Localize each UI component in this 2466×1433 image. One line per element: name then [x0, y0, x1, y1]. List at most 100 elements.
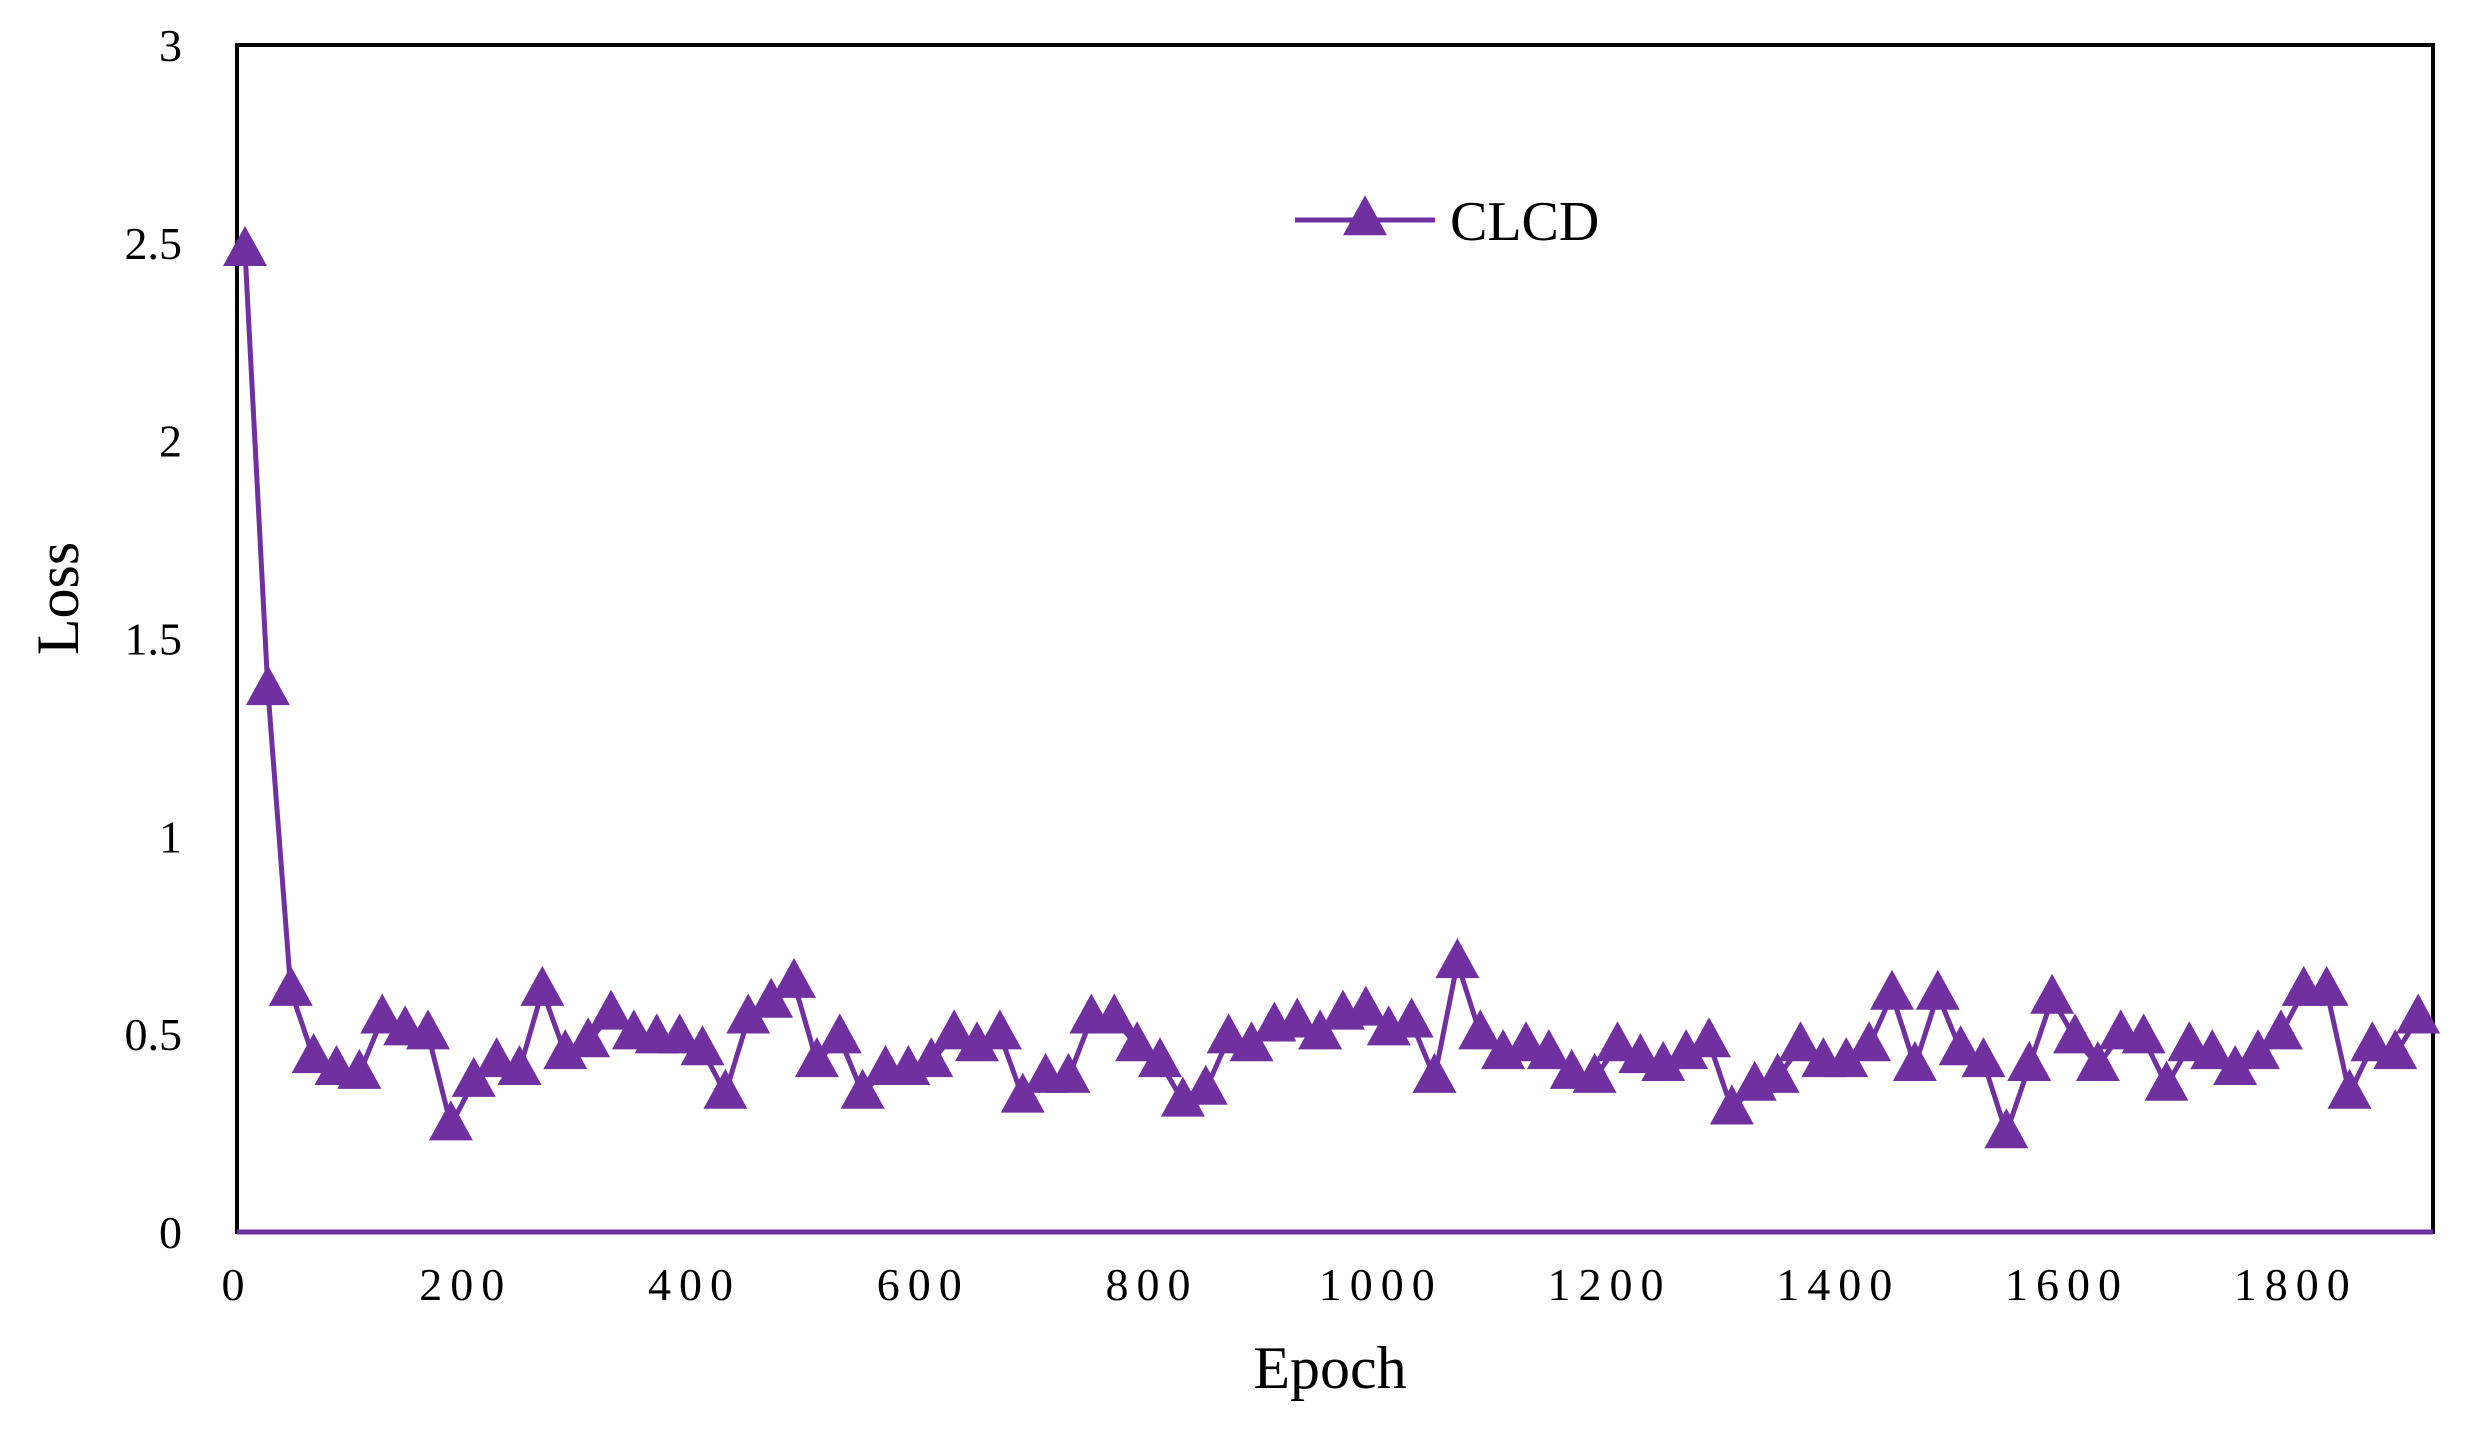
data-point-marker — [1046, 1052, 1091, 1093]
data-point-marker — [1458, 1009, 1503, 1050]
data-point-marker — [1709, 1084, 1754, 1125]
data-point-marker — [1160, 1076, 1205, 1117]
data-point-marker — [794, 1037, 839, 1078]
data-point-marker — [772, 957, 816, 998]
legend-label-clcd: CLCD — [1450, 191, 1599, 253]
data-point-marker — [1664, 1029, 1709, 1070]
x-tick-label: 400 — [648, 1259, 741, 1310]
data-point-marker — [223, 225, 267, 266]
data-point-marker — [703, 1068, 748, 1109]
data-point-marker — [1687, 1017, 1731, 1058]
data-point-marker — [2213, 1044, 2258, 1085]
data-point-marker — [1183, 1064, 1228, 1105]
data-point-marker — [817, 1013, 862, 1054]
data-point-marker — [909, 1037, 954, 1078]
data-point-marker — [1892, 1041, 1937, 1082]
data-point-marker — [1870, 969, 1914, 1010]
data-point-marker — [337, 1048, 382, 1089]
data-point-marker — [2396, 993, 2441, 1034]
data-point-marker — [520, 965, 565, 1006]
x-tick-label: 1800 — [2234, 1259, 2358, 1310]
y-tick-label: 2 — [159, 416, 182, 467]
x-tick-label: 1600 — [2005, 1259, 2129, 1310]
data-point-marker — [2144, 1060, 2189, 1101]
data-point-marker — [589, 989, 633, 1030]
x-tick-label: 200 — [419, 1259, 512, 1310]
y-tick-label: 1.5 — [125, 614, 183, 665]
data-point-marker — [360, 993, 405, 1034]
data-point-marker — [1000, 1072, 1045, 1113]
data-point-marker — [1526, 1029, 1571, 1070]
y-tick-label: 0 — [159, 1207, 182, 1258]
data-point-marker — [1984, 1108, 2029, 1149]
x-tick-label: 800 — [1106, 1259, 1199, 1310]
legend-marker-clcd — [1343, 195, 1387, 236]
data-point-marker — [406, 1009, 450, 1050]
data-point-marker — [1824, 1037, 1869, 1078]
x-tick-labels: 0 200 400 600 800 1000 1200 1400 1600 1800 — [222, 1259, 2358, 1310]
data-point-marker — [2373, 1029, 2418, 1070]
data-point-marker — [840, 1068, 885, 1109]
data-point-marker — [1778, 1021, 1823, 1062]
data-point-marker — [2258, 1009, 2303, 1050]
data-point-marker — [2121, 1013, 2166, 1054]
data-point-marker — [726, 993, 771, 1034]
x-tick-label: 1200 — [1548, 1259, 1672, 1310]
data-point-marker — [2030, 973, 2075, 1014]
data-point-marker — [566, 1017, 611, 1058]
data-point-marker — [451, 1056, 496, 1097]
data-point-marker — [1915, 969, 1960, 1010]
y-axis-title: Loss — [25, 542, 91, 655]
data-point-marker — [680, 1025, 725, 1066]
data-point-marker — [2007, 1041, 2052, 1082]
data-point-marker — [1298, 1009, 1343, 1050]
x-tick-label: 1400 — [1776, 1259, 1900, 1310]
data-point-marker — [749, 977, 794, 1018]
data-point-marker — [1275, 997, 1320, 1038]
data-point-marker — [1938, 1025, 1983, 1066]
data-point-marker — [2327, 1068, 2372, 1109]
data-point-marker — [1435, 938, 1480, 979]
data-point-marker — [1595, 1021, 1640, 1062]
x-tick-label: 1000 — [1319, 1259, 1443, 1310]
data-point-marker — [1389, 997, 1434, 1038]
x-tick-label: 600 — [877, 1259, 970, 1310]
data-point-marker — [977, 1009, 1022, 1050]
data-point-marker — [2053, 1013, 2097, 1054]
y-tick-label: 1 — [159, 811, 182, 862]
data-point-marker — [268, 965, 313, 1006]
data-point-marker — [2304, 965, 2349, 1006]
x-tick-label: 0 — [222, 1259, 253, 1310]
data-point-marker — [1138, 1037, 1182, 1078]
data-point-marker — [2236, 1029, 2280, 1070]
y-tick-label: 2.5 — [125, 218, 183, 269]
data-point-marker — [291, 1033, 336, 1074]
data-point-marker — [955, 1021, 999, 1062]
data-point-marker — [1412, 1052, 1457, 1093]
data-point-marker — [2190, 1029, 2235, 1070]
data-point-marker — [245, 665, 290, 706]
data-point-marker — [1572, 1052, 1617, 1093]
y-tick-label: 0.5 — [125, 1009, 183, 1060]
data-point-marker — [1343, 985, 1388, 1026]
data-point-marker — [932, 1009, 977, 1050]
data-point-marker — [1092, 993, 1137, 1034]
data-point-marker — [1755, 1052, 1800, 1093]
y-tick-labels: 0 0.5 1 1.5 2 2.5 3 — [125, 20, 183, 1258]
data-point-marker — [428, 1100, 473, 1141]
x-axis-title: Epoch — [1253, 1335, 1406, 1401]
series-line-clcd — [242, 250, 2421, 1136]
data-point-marker — [2075, 1041, 2120, 1082]
data-point-marker — [1641, 1041, 1686, 1082]
data-point-marker — [497, 1044, 542, 1085]
data-point-marker — [1847, 1021, 1892, 1062]
y-tick-label: 3 — [159, 20, 182, 71]
series-clcd — [223, 225, 2441, 1149]
data-point-marker — [657, 1013, 702, 1054]
data-point-marker — [543, 1029, 588, 1070]
data-point-marker — [1229, 1021, 1274, 1062]
legend: CLCD — [1295, 191, 1599, 253]
data-point-marker — [1115, 1021, 1160, 1062]
data-point-marker — [1961, 1037, 2006, 1078]
